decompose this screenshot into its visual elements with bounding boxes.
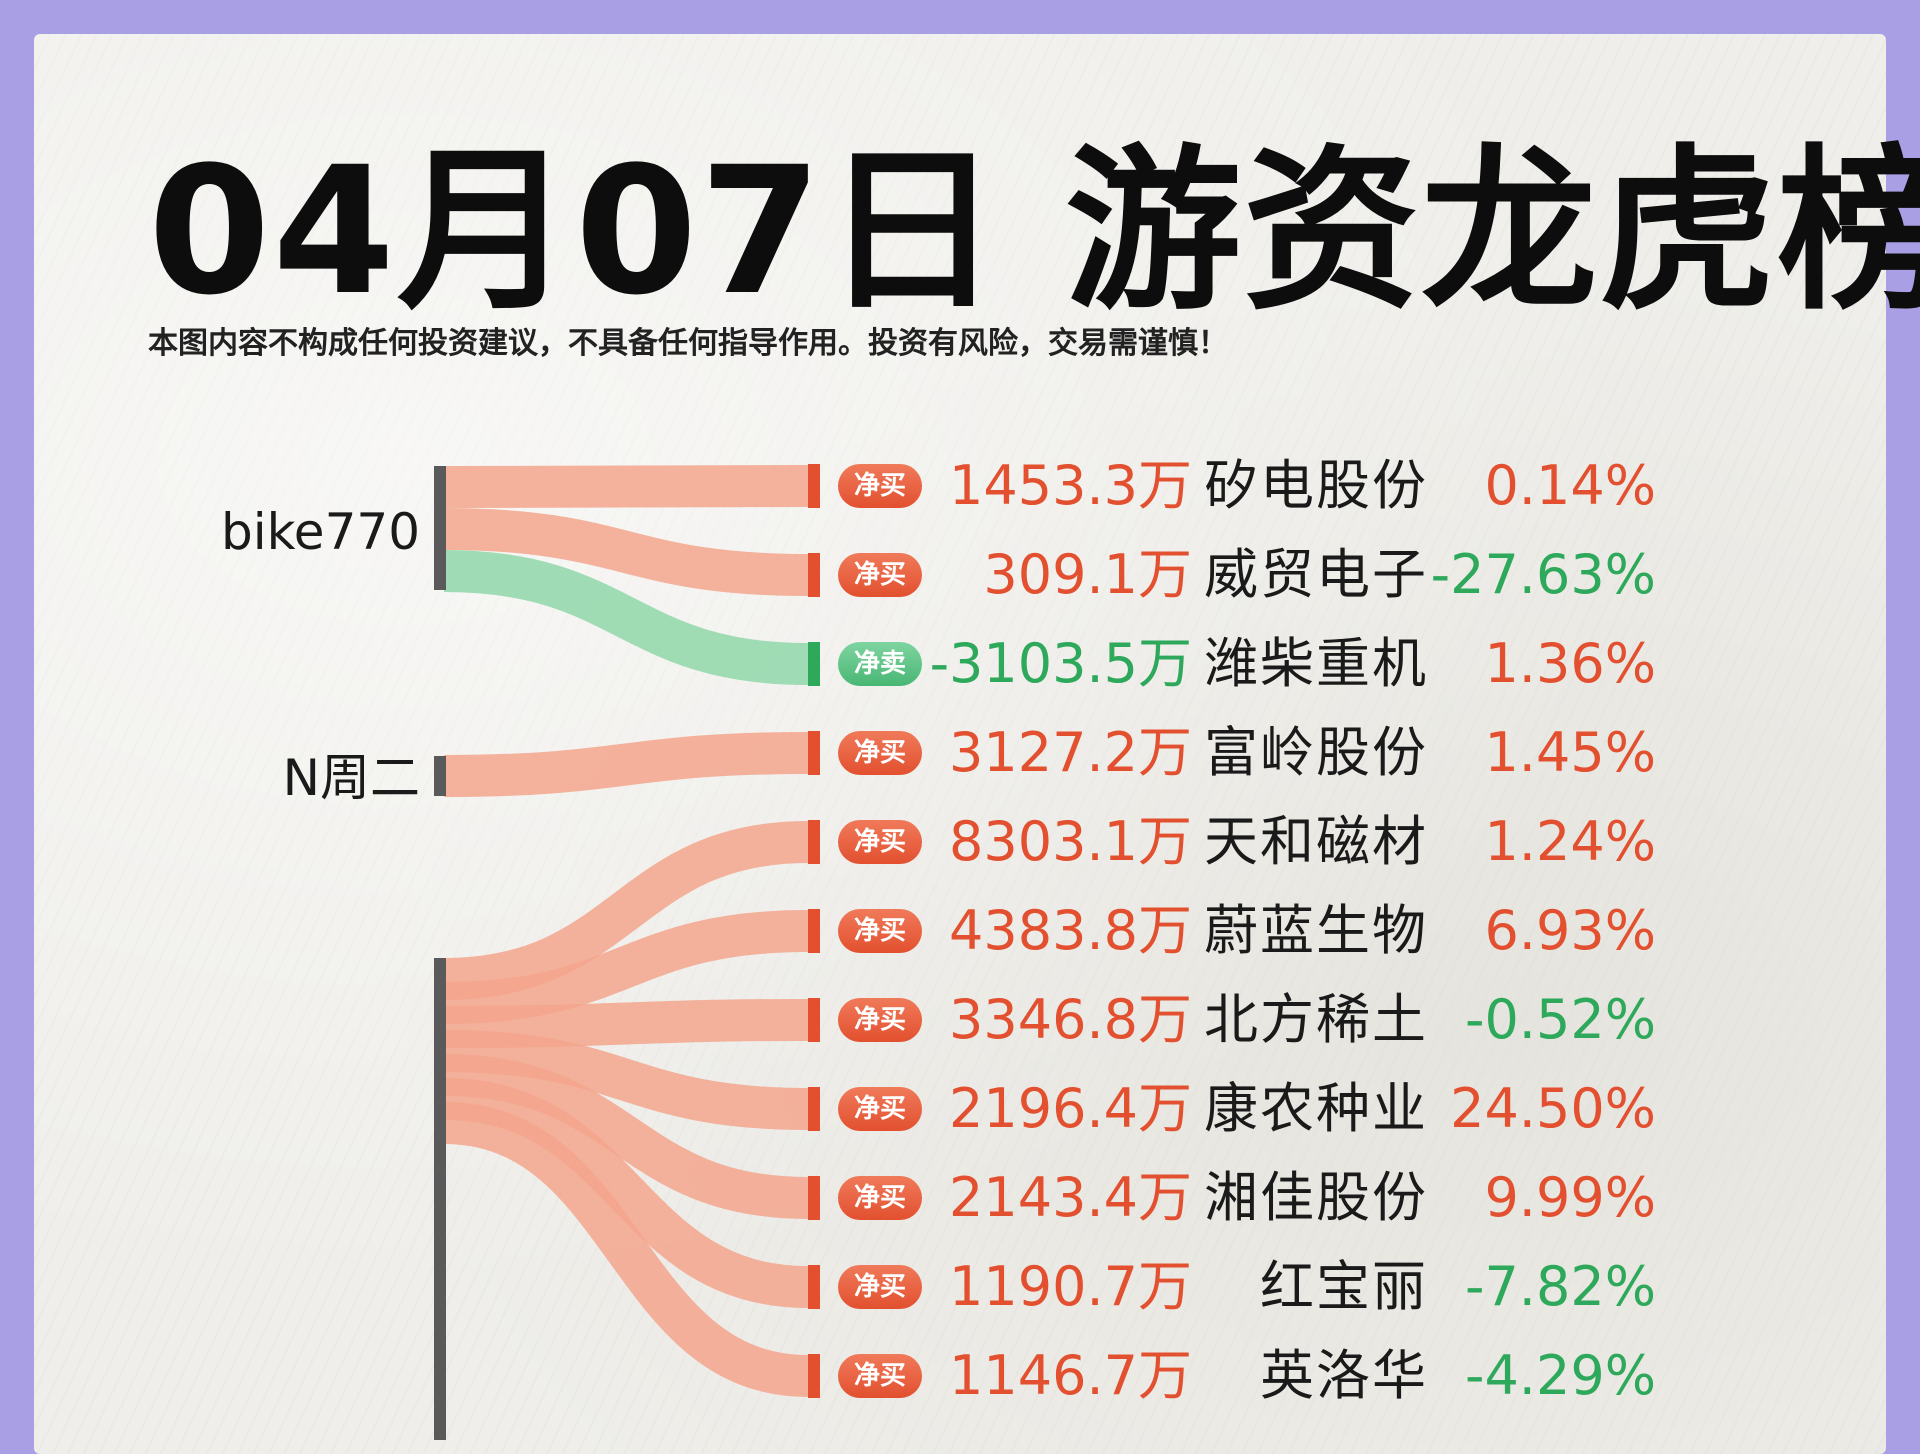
price-change: -27.63% <box>1430 543 1656 606</box>
buy-flow-band <box>443 1054 809 1219</box>
net-buy-badge: 净买 <box>838 1087 922 1131</box>
stock-name: 湘佳股份 <box>1204 1166 1428 1229</box>
disclaimer-text: 本图内容不构成任何投资建议，不具备任何指导作用。投资有风险，交易需谨慎！ <box>148 326 1228 361</box>
net-amount: 309.1万 <box>983 543 1192 606</box>
net-buy-badge: 净买 <box>838 731 922 775</box>
target-marker <box>808 909 820 953</box>
source-bars <box>434 466 446 1440</box>
target-marker <box>808 553 820 597</box>
target-marker <box>808 1354 820 1398</box>
net-buy-badge: 净买 <box>838 1176 922 1220</box>
net-buy-badge: 净买 <box>838 553 922 597</box>
source-bar <box>434 466 446 590</box>
target-marker <box>808 820 820 864</box>
net-buy-badge: 净买 <box>838 820 922 864</box>
net-buy-badge: 净买 <box>838 464 922 508</box>
target-marker <box>808 998 820 1042</box>
stock-row: 净买 8303.1万 天和磁材 1.24% <box>0 802 1920 882</box>
net-amount: 1190.7万 <box>949 1255 1192 1318</box>
stock-row: 净买 3127.2万 富岭股份 1.45% <box>0 713 1920 793</box>
buy-flow-band <box>443 910 809 1024</box>
sell-flow-band <box>443 550 809 685</box>
stock-name: 天和磁材 <box>1204 810 1428 873</box>
price-change: 1.45% <box>1484 721 1656 784</box>
stock-name: 蔚蓝生物 <box>1204 899 1428 962</box>
price-change: -0.52% <box>1464 988 1656 1051</box>
stock-name: 红宝丽 <box>1260 1255 1428 1318</box>
stock-row: 净买 1146.7万 英洛华 -4.29% <box>0 1336 1920 1416</box>
stock-row: 净买 309.1万 威贸电子 -27.63% <box>0 535 1920 615</box>
source-bar <box>434 958 446 1440</box>
net-amount: 4383.8万 <box>949 899 1192 962</box>
buy-flow-band <box>443 465 809 508</box>
target-marker <box>808 1087 820 1131</box>
net-amount: 1453.3万 <box>949 454 1192 517</box>
target-markers <box>808 464 820 1398</box>
stock-name: 威贸电子 <box>1204 543 1428 606</box>
stock-row: 净买 4383.8万 蔚蓝生物 6.93% <box>0 891 1920 971</box>
target-marker <box>808 731 820 775</box>
buy-flow-band <box>443 821 809 1000</box>
source-label-n-zhouer: N周二 <box>282 749 420 807</box>
stock-row: 净买 3346.8万 北方稀土 -0.52% <box>0 980 1920 1060</box>
stock-row: 净买 1453.3万 矽电股份 0.14% <box>0 446 1920 526</box>
net-buy-badge: 净买 <box>838 909 922 953</box>
target-marker <box>808 464 820 508</box>
net-amount: 1146.7万 <box>949 1344 1192 1407</box>
paper-background <box>34 34 1886 1454</box>
buy-flow-band <box>443 999 809 1048</box>
target-marker <box>808 1176 820 1220</box>
page-title: 04月07日 游资龙虎榜 <box>148 129 1920 334</box>
flow-bands <box>443 465 809 1397</box>
source-label-bike770: bike770 <box>221 503 420 561</box>
stock-row: 净买 1190.7万 红宝丽 -7.82% <box>0 1247 1920 1327</box>
stock-row: 净买 2143.4万 湘佳股份 9.99% <box>0 1158 1920 1238</box>
stock-name: 潍柴重机 <box>1204 632 1428 695</box>
stock-name: 康农种业 <box>1204 1077 1428 1140</box>
price-change: 9.99% <box>1484 1166 1656 1229</box>
stock-row: 净卖 -3103.5万 潍柴重机 1.36% <box>0 624 1920 704</box>
stock-name: 富岭股份 <box>1204 721 1428 784</box>
price-change: 24.50% <box>1450 1077 1656 1140</box>
price-change: -4.29% <box>1464 1344 1656 1407</box>
stock-row: 净买 2196.4万 康农种业 24.50% <box>0 1069 1920 1149</box>
net-amount: 3346.8万 <box>949 988 1192 1051</box>
net-amount: 2196.4万 <box>949 1077 1192 1140</box>
net-amount: 2143.4万 <box>949 1166 1192 1229</box>
source-bar <box>434 756 446 796</box>
stock-name: 英洛华 <box>1260 1344 1428 1407</box>
buy-flow-band <box>443 732 809 797</box>
buy-flow-band <box>443 1078 809 1308</box>
price-change: 6.93% <box>1484 899 1656 962</box>
buy-flow-band <box>443 1030 809 1130</box>
price-change: -7.82% <box>1464 1255 1656 1318</box>
price-change: 1.24% <box>1484 810 1656 873</box>
net-buy-badge: 净买 <box>838 998 922 1042</box>
target-marker <box>808 642 820 686</box>
net-amount: 3127.2万 <box>949 721 1192 784</box>
buy-flow-band <box>443 508 809 596</box>
stock-name: 矽电股份 <box>1204 454 1428 517</box>
price-change: 1.36% <box>1484 632 1656 695</box>
net-amount: 8303.1万 <box>949 810 1192 873</box>
net-sell-badge: 净卖 <box>838 642 922 686</box>
net-amount: -3103.5万 <box>929 632 1192 695</box>
buy-flow-band <box>443 1102 809 1397</box>
stock-name: 北方稀土 <box>1204 988 1428 1051</box>
net-buy-badge: 净买 <box>838 1354 922 1398</box>
target-marker <box>808 1265 820 1309</box>
net-buy-badge: 净买 <box>838 1265 922 1309</box>
price-change: 0.14% <box>1484 454 1656 517</box>
